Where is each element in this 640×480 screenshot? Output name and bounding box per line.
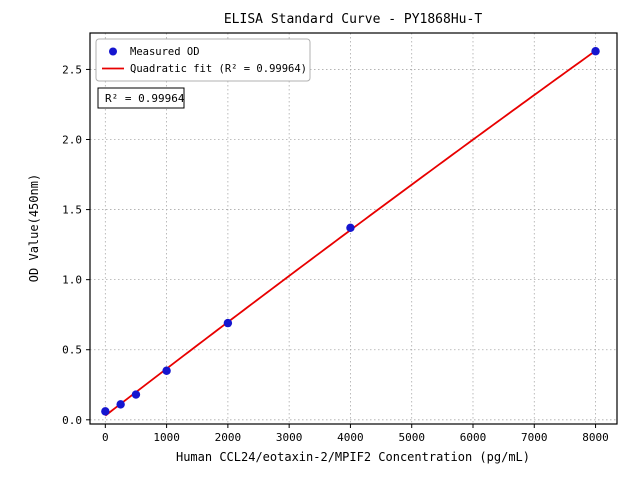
measured-od-point <box>591 47 600 56</box>
plot-area: 0 1000 2000 3000 4000 5000 6000 7000 8000 0.0 0.5 1… <box>62 32 618 444</box>
y-axis-label: OD Value(450nm) <box>27 174 41 282</box>
measured-od-point <box>116 400 125 409</box>
y-tick-label: 1.0 <box>62 274 82 287</box>
legend: Measured OD Quadratic fit (R² = 0.99964) <box>95 38 311 82</box>
measured-od-point <box>131 390 141 399</box>
measured-od-point <box>162 366 171 375</box>
legend-label-quadratic-fit: Quadratic fit (R² = 0.99964) <box>130 63 307 75</box>
measured-od-point <box>101 407 110 416</box>
y-tick-label: 1.5 <box>62 204 82 217</box>
r2-annotation-text: R² = 0.99964 <box>105 92 185 105</box>
x-tick-label: 2000 <box>215 431 242 444</box>
x-tick-label: 8000 <box>582 431 609 444</box>
y-tick-label: 0.5 <box>62 344 82 357</box>
x-tick-label: 4000 <box>337 431 364 444</box>
y-tick-label: 2.0 <box>62 134 82 147</box>
axes-frame <box>89 32 618 425</box>
x-tick-label: 5000 <box>398 431 425 444</box>
legend-frame <box>95 38 311 82</box>
x-tick-label: 1000 <box>153 431 180 444</box>
x-tick-label: 0 <box>102 431 109 444</box>
x-axis-label: Human CCL24/eotaxin-2/MPIF2 Concentratio… <box>176 450 530 464</box>
y-tick-label: 0.0 <box>62 414 82 427</box>
measured-od-point <box>346 223 355 232</box>
r2-annotation-frame <box>97 87 185 109</box>
legend-label-measured-od: Measured OD <box>130 46 200 58</box>
x-tick-label: 3000 <box>276 431 303 444</box>
x-tick-label: 7000 <box>521 431 548 444</box>
chart-title: ELISA Standard Curve - PY1868Hu-T <box>224 12 482 27</box>
x-tick-label: 6000 <box>460 431 487 444</box>
r2-annotation: R² = 0.99964 <box>97 87 185 109</box>
legend-marker-measured-od-icon <box>109 47 117 56</box>
measured-od-point <box>223 318 233 328</box>
y-tick-label: 2.5 <box>62 63 82 76</box>
